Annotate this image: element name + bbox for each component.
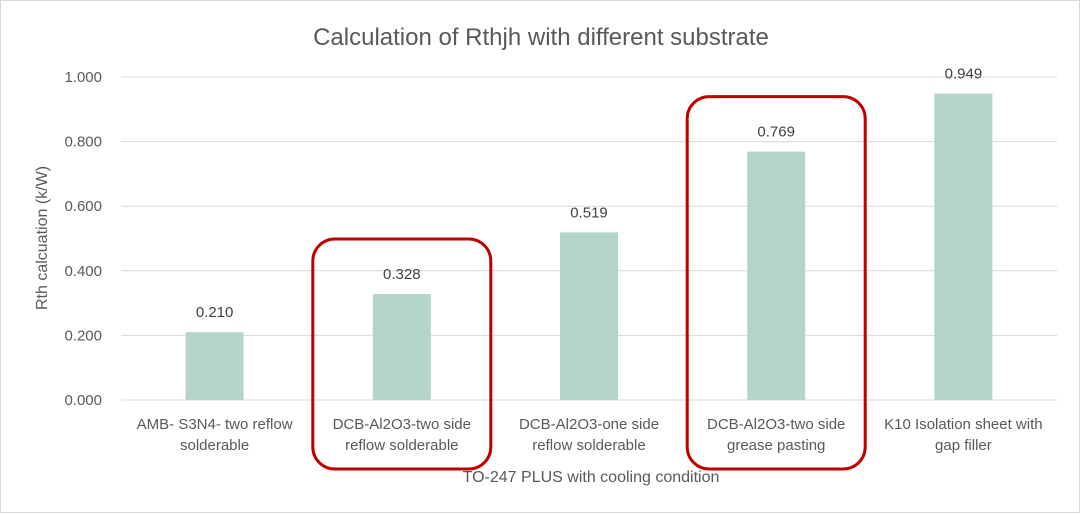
data-labels: 0.210 0.328 0.519 0.769 0.949 (196, 65, 982, 321)
category-label: solderable (180, 437, 249, 454)
y-axis-title: Rth calcuation (k/W) (34, 166, 51, 310)
data-label: 0.519 (570, 204, 608, 221)
chart-title: Calculation of Rthjh with different subs… (313, 24, 769, 51)
bar (934, 93, 993, 401)
category-label: DCB-Al2O3-one side (519, 416, 659, 433)
highlight-box (685, 95, 867, 471)
bars (185, 93, 993, 401)
category-label: K10 Isolation sheet with (884, 416, 1042, 433)
y-tick-label: 0.000 (64, 392, 102, 409)
bar (747, 151, 806, 400)
category-label: reflow solderable (345, 437, 458, 454)
y-tick-label: 0.200 (64, 327, 102, 344)
y-tick-label: 0.800 (64, 134, 102, 151)
highlight-box (311, 237, 493, 471)
category-label: grease pasting (727, 437, 825, 454)
y-tick-label: 0.400 (64, 263, 102, 280)
highlight-boxes (311, 95, 867, 471)
bar (560, 232, 618, 400)
y-tick-label: 0.600 (64, 198, 102, 215)
x-axis-title: TO-247 PLUS with cooling condition (463, 469, 720, 486)
category-label: AMB- S3N4- two reflow (137, 416, 293, 433)
data-label: 0.949 (945, 65, 983, 82)
bar (185, 332, 244, 400)
category-label: DCB-Al2O3-two side (333, 416, 471, 433)
category-label: gap filler (935, 437, 992, 454)
bar (372, 294, 431, 400)
data-label: 0.328 (383, 266, 421, 283)
category-label: reflow solderable (532, 437, 645, 454)
data-label: 0.210 (196, 304, 234, 321)
category-label: DCB-Al2O3-two side (707, 416, 845, 433)
gridlines: 0.000 0.200 0.400 0.600 0.800 1.000 (64, 69, 1057, 409)
category-labels: AMB- S3N4- two reflow solderable DCB-Al2O3… (137, 416, 1043, 454)
data-label: 0.769 (757, 124, 795, 141)
y-tick-label: 1.000 (64, 69, 102, 86)
